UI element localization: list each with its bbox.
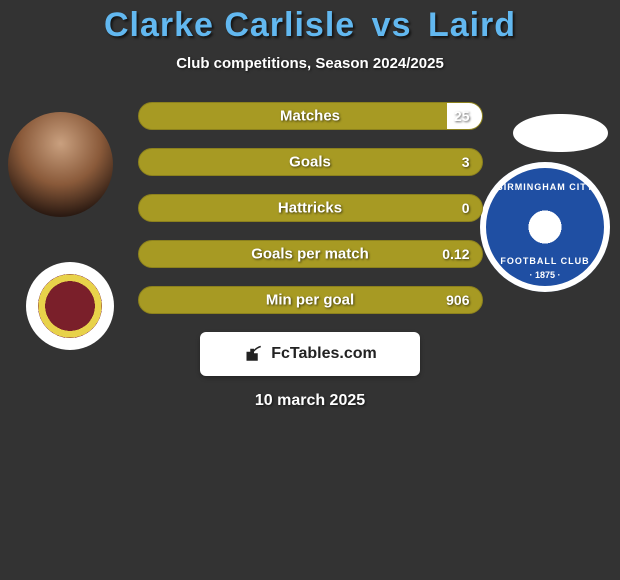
- crest-text-bottom: FOOTBALL CLUB: [480, 256, 610, 266]
- player2-club-crest: BIRMINGHAM CITY FOOTBALL CLUB · 1875 ·: [480, 162, 610, 292]
- fctables-logo-icon: [243, 345, 265, 363]
- player2-avatar: [513, 114, 608, 152]
- stat-label: Hattricks: [139, 200, 482, 217]
- comparison-bars: Matches25 Goals3 Hattricks0 Goals per match…: [138, 102, 483, 314]
- crest-text-top: BIRMINGHAM CITY: [480, 182, 610, 192]
- comparison-stage: BIRMINGHAM CITY FOOTBALL CLUB · 1875 · M…: [0, 102, 620, 410]
- stat-label: Matches: [139, 108, 482, 125]
- vs-label: vs: [372, 6, 412, 44]
- stat-row: Goals per match0.12: [138, 240, 483, 268]
- player1-avatar: [8, 112, 113, 217]
- stat-row: Min per goal906: [138, 286, 483, 314]
- stat-row: Goals3: [138, 148, 483, 176]
- player1-club-crest: [26, 262, 114, 350]
- stat-label: Goals per match: [139, 246, 482, 263]
- credit-box[interactable]: FcTables.com: [200, 332, 420, 376]
- stat-value-right: 25: [454, 108, 470, 124]
- stat-row: Hattricks0: [138, 194, 483, 222]
- crest-year: · 1875 ·: [480, 270, 610, 280]
- date-label: 10 march 2025: [0, 392, 620, 410]
- player1-name: Clarke Carlisle: [104, 6, 355, 44]
- subtitle: Club competitions, Season 2024/2025: [0, 55, 620, 72]
- stat-value-right: 0: [462, 200, 470, 216]
- stat-value-right: 0.12: [442, 246, 469, 262]
- stat-label: Min per goal: [139, 292, 482, 309]
- stat-value-right: 3: [462, 154, 470, 170]
- page-title: Clarke Carlisle vs Laird: [0, 0, 620, 45]
- stat-label: Goals: [139, 154, 482, 171]
- credit-text: FcTables.com: [271, 345, 377, 363]
- stat-row: Matches25: [138, 102, 483, 130]
- player2-name: Laird: [428, 6, 516, 44]
- stat-value-right: 906: [446, 292, 469, 308]
